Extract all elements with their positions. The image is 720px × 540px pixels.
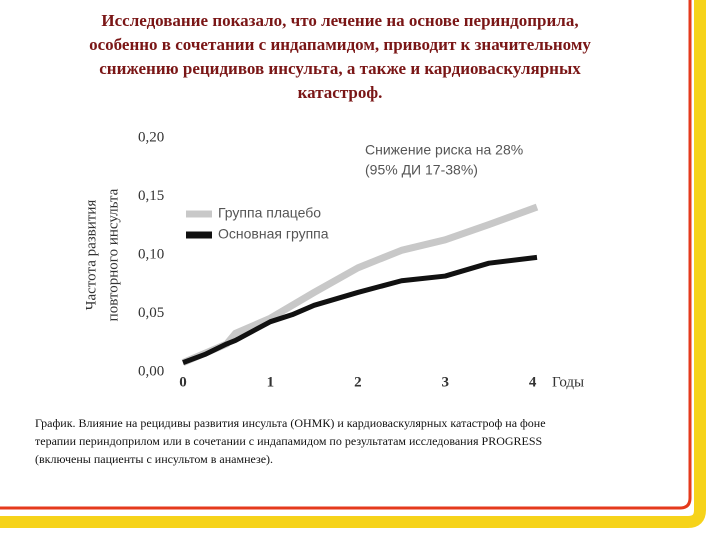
x-tick-label: 0 bbox=[179, 374, 187, 390]
y-tick-label: 0,05 bbox=[138, 305, 164, 321]
caption-line: терапии периндоприлом или в сочетании с … bbox=[35, 434, 542, 448]
x-axis-label: Годы bbox=[552, 374, 584, 390]
y-tick-label: 0,10 bbox=[138, 246, 164, 262]
x-tick-label: 2 bbox=[354, 374, 362, 390]
border-red bbox=[0, 0, 692, 510]
caption-line: (включены пациенты с инсультом в анамнез… bbox=[35, 452, 273, 466]
border-yellow bbox=[0, 0, 706, 528]
y-tick-label: 0,20 bbox=[138, 129, 164, 145]
y-axis-label: повторного инсульта bbox=[105, 188, 121, 321]
annotation: Снижение риска на 28% bbox=[365, 142, 523, 158]
y-tick-label: 0,00 bbox=[138, 363, 164, 379]
legend-label: Группа плацебо bbox=[218, 205, 321, 221]
title-line: снижению рецидивов инсульта, а также и к… bbox=[99, 59, 581, 78]
series-line bbox=[182, 254, 538, 365]
title-line: Исследование показало, что лечение на ос… bbox=[101, 11, 578, 30]
x-tick-label: 1 bbox=[267, 374, 275, 390]
title-line: катастроф. bbox=[298, 83, 383, 102]
caption-line: График. Влияние на рецидивы развития инс… bbox=[35, 416, 546, 430]
legend-label: Основная группа bbox=[218, 226, 329, 242]
y-tick-label: 0,15 bbox=[138, 188, 164, 204]
annotation: (95% ДИ 17-38%) bbox=[365, 162, 478, 178]
x-tick-label: 3 bbox=[441, 374, 449, 390]
title-line: особенно в сочетании с индапамидом, прив… bbox=[89, 35, 591, 54]
y-axis-label: Частота развития bbox=[83, 200, 99, 311]
x-tick-label: 4 bbox=[529, 374, 537, 390]
